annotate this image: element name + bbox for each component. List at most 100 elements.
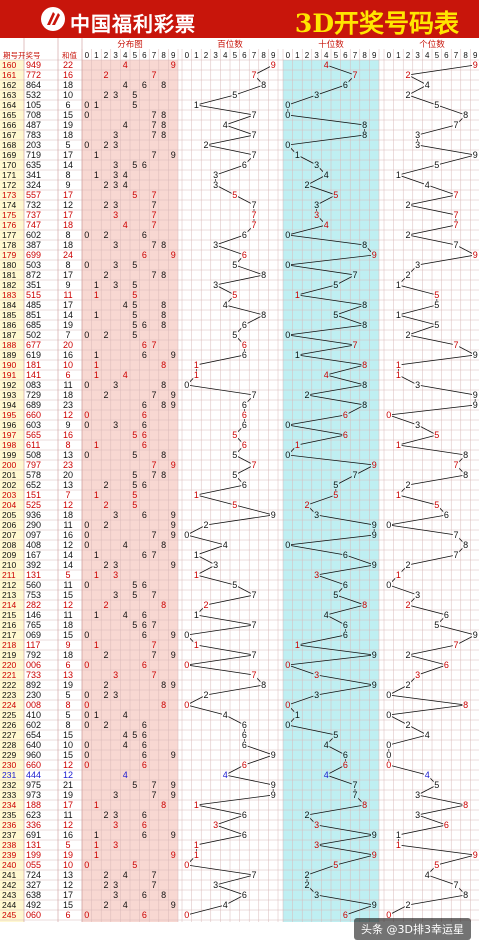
period-cell: 216	[2, 620, 16, 630]
distribution-mark: 6	[142, 230, 147, 240]
distribution-mark: 0	[84, 750, 89, 760]
period-cell: 186	[2, 320, 16, 330]
units-digit-mark: 2	[405, 330, 410, 340]
winning-number-cell: 565	[26, 430, 41, 440]
hundreds-digit-mark: 6	[242, 830, 247, 840]
period-cell: 165	[2, 110, 16, 120]
units-digit-mark: 8	[463, 110, 468, 120]
units-digit-mark: 6	[444, 660, 449, 670]
sum-value-cell: 6	[65, 100, 70, 110]
tens-digit-mark: 7	[352, 70, 357, 80]
units-digit-mark: 7	[453, 550, 458, 560]
tens-digit-mark: 2	[304, 500, 309, 510]
hundreds-digit-mark: 3	[213, 180, 218, 190]
winning-number-cell: 006	[26, 660, 41, 670]
distribution-mark: 3	[113, 670, 118, 680]
sum-value-cell: 10	[63, 360, 73, 370]
tens-digit-mark: 5	[333, 190, 338, 200]
period-cell: 197	[2, 430, 16, 440]
winning-number-cell: 351	[26, 280, 41, 290]
units-digit-mark: 3	[415, 380, 420, 390]
winning-number-cell: 444	[26, 770, 41, 780]
sum-value-cell: 12	[63, 500, 73, 510]
hundreds-digit-mark-bg	[250, 460, 258, 470]
sum-value-cell: 6	[65, 660, 70, 670]
hundreds-digit-mark-bg	[222, 540, 229, 550]
distribution-mark: 4	[123, 220, 128, 230]
distribution-mark: 0	[84, 580, 89, 590]
winning-number-cell: 341	[26, 170, 41, 180]
hundreds-digit-mark-bg	[241, 320, 248, 330]
tens-digit-mark-bg	[284, 330, 291, 340]
hundreds-digit-mark: 7	[251, 220, 256, 230]
period-cell: 169	[2, 150, 16, 160]
period-cell: 207	[2, 530, 16, 540]
distribution-mark: 1	[94, 100, 99, 110]
distribution-mark: 6	[142, 340, 147, 350]
units-digit-mark: 5	[434, 100, 439, 110]
hundreds-digit-mark: 1	[194, 800, 199, 810]
sum-value-cell: 9	[65, 180, 70, 190]
hundreds-digit-mark: 1	[194, 640, 199, 650]
sum-value-cell: 13	[63, 670, 73, 680]
sum-value-cell: 15	[63, 110, 73, 120]
distribution-mark: 3	[113, 560, 118, 570]
digit-header: 9	[372, 51, 377, 60]
hundreds-digit-mark-bg	[183, 910, 190, 920]
tens-digit-mark: 6	[343, 410, 348, 420]
hundreds-digit-mark-bg	[222, 300, 229, 310]
distribution-mark: 9	[171, 60, 176, 70]
distribution-mark: 6	[142, 820, 147, 830]
units-digit-mark-bg	[452, 220, 460, 230]
hundreds-digit-mark-bg	[231, 450, 238, 460]
units-digit-mark-bg	[404, 560, 412, 570]
hundreds-digit-mark: 4	[223, 120, 228, 130]
sum-value-cell: 20	[63, 340, 73, 350]
sum-value-cell: 14	[63, 550, 73, 560]
units-digit-mark-bg	[452, 550, 460, 560]
tens-digit-mark-bg	[332, 590, 339, 600]
tens-digit-mark: 2	[304, 810, 309, 820]
units-digit-mark: 1	[396, 570, 401, 580]
tens-digit-mark: 0	[285, 260, 290, 270]
distribution-mark: 6	[142, 760, 147, 770]
distribution-mark: 3	[113, 570, 118, 580]
distribution-mark: 3	[113, 180, 118, 190]
hundreds-digit-mark-bg	[193, 370, 200, 380]
distribution-mark: 5	[132, 260, 137, 270]
sum-value-cell: 15	[63, 750, 73, 760]
hundreds-digit-mark-bg	[231, 330, 238, 340]
tens-digit-mark-bg	[342, 410, 349, 420]
units-digit-mark-bg	[414, 420, 421, 430]
hundreds-digit-mark-bg	[231, 90, 238, 100]
distribution-mark: 6	[142, 420, 147, 430]
hundreds-digit-mark-bg	[250, 110, 258, 120]
sum-value-cell: 5	[65, 840, 70, 850]
hundreds-digit-mark: 9	[271, 750, 276, 760]
tens-digit-mark-bg	[323, 220, 330, 230]
digit-header: 6	[242, 51, 247, 60]
distribution-mark: 0	[84, 860, 89, 870]
units-digit-mark: 9	[473, 850, 478, 860]
hundreds-digit-mark: 3	[213, 560, 218, 570]
period-cell: 214	[2, 600, 16, 610]
hundreds-digit-mark: 4	[223, 900, 228, 910]
distribution-mark: 3	[113, 130, 118, 140]
tens-digit-mark-bg	[303, 810, 311, 820]
hundreds-digit-mark-bg	[193, 550, 200, 560]
hundreds-digit-mark-bg	[183, 700, 190, 710]
units-digit-mark: 9	[473, 350, 478, 360]
distribution-mark: 0	[84, 230, 89, 240]
period-cell: 219	[2, 650, 16, 660]
tens-digit-mark-bg	[284, 230, 291, 240]
distribution-mark: 7	[151, 670, 156, 680]
distribution-mark: 8	[161, 240, 166, 250]
units-digit-mark: 2	[405, 200, 410, 210]
distribution-mark: 6	[142, 730, 147, 740]
tens-digit-mark-bg	[313, 670, 320, 680]
units-digit-mark-bg	[414, 810, 421, 820]
distribution-mark: 3	[113, 140, 118, 150]
tens-digit-mark: 5	[333, 310, 338, 320]
tens-digit-mark-bg	[323, 60, 330, 70]
